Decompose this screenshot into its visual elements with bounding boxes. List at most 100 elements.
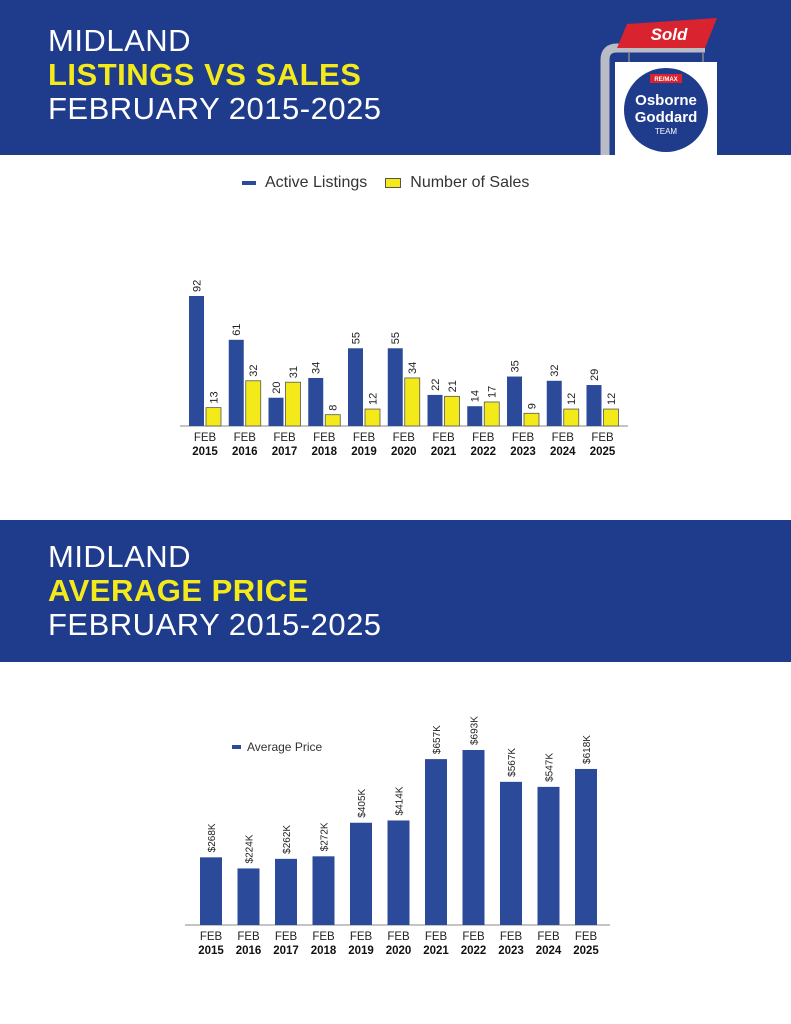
legend-label-active: Active Listings — [265, 174, 368, 191]
bar-number-of-sales — [563, 408, 580, 427]
x-tick-month: FEB — [313, 432, 336, 444]
x-tick-month: FEB — [273, 432, 296, 444]
x-tick-year: 2019 — [348, 945, 374, 957]
bar-number-of-sales — [483, 401, 500, 427]
x-tick-month: FEB — [425, 931, 448, 943]
x-tick-year: 2018 — [311, 446, 337, 458]
bar-average-price — [462, 750, 485, 925]
x-tick-year: 2018 — [311, 945, 337, 957]
header-chart-title-2: AVERAGE PRICE — [48, 573, 309, 608]
x-tick-month: FEB — [275, 931, 298, 943]
data-label-price: $268K — [207, 823, 218, 852]
x-tick-year: 2020 — [391, 446, 417, 458]
bar-average-price — [312, 856, 335, 925]
data-label-active: 34 — [311, 362, 323, 374]
x-tick-month: FEB — [234, 432, 257, 444]
x-tick-month: FEB — [350, 931, 373, 943]
bar-number-of-sales — [523, 412, 540, 427]
x-tick-year: 2020 — [386, 945, 412, 957]
logo-badge — [624, 68, 708, 152]
data-label-sales: 12 — [368, 393, 380, 405]
bar-average-price — [575, 768, 597, 925]
data-label-sales: 8 — [328, 405, 340, 411]
x-tick-month: FEB — [575, 931, 598, 943]
data-label-active: 61 — [231, 324, 243, 336]
legend-label-price: Average Price — [247, 740, 323, 754]
header-location-2: MIDLAND — [48, 539, 192, 574]
team-logo: Sold RE/MAX Osborne Goddard TEAM — [600, 18, 717, 155]
sold-text: Sold — [651, 25, 688, 44]
x-tick-year: 2022 — [461, 945, 487, 957]
bar-active-listings — [189, 296, 204, 426]
bar-number-of-sales — [245, 380, 262, 427]
data-label-sales: 12 — [606, 393, 618, 405]
x-tick-year: 2017 — [272, 446, 298, 458]
header-period-2: FEBRUARY 2015-2025 — [48, 607, 382, 642]
listings-vs-sales-chart: 92 13 FEB 2015 61 32 FEB 2016 20 31 FEB 2017 34 8 FEB 2… — [180, 280, 628, 458]
data-label-active: 22 — [430, 379, 442, 391]
logo-name-2: Goddard — [635, 109, 698, 126]
data-label-price: $224K — [245, 834, 256, 863]
bar-active-listings — [228, 339, 244, 426]
x-tick-month: FEB — [472, 432, 495, 444]
data-label-active: 32 — [549, 365, 561, 377]
legend-swatch-sales — [385, 178, 402, 188]
data-label-price: $414K — [395, 786, 406, 815]
data-label-sales: 31 — [288, 366, 300, 378]
x-tick-year: 2015 — [192, 446, 218, 458]
data-label-price: $618K — [582, 735, 593, 764]
x-tick-month: FEB — [462, 931, 485, 943]
header-location: MIDLAND — [48, 23, 192, 58]
data-label-sales: 32 — [248, 365, 260, 377]
bar-active-listings — [308, 377, 324, 426]
bar-active-listings — [546, 380, 562, 426]
x-tick-month: FEB — [237, 931, 260, 943]
legend-swatch-active — [242, 181, 256, 185]
x-tick-month: FEB — [194, 432, 217, 444]
bar-active-listings — [268, 397, 284, 426]
data-label-price: $657K — [432, 725, 443, 754]
data-label-sales: 12 — [566, 393, 578, 405]
bar-number-of-sales — [444, 395, 460, 427]
x-tick-month: FEB — [591, 432, 614, 444]
x-tick-year: 2016 — [236, 945, 262, 957]
bar-average-price — [350, 822, 372, 925]
x-tick-year: 2017 — [273, 945, 299, 957]
brand-text: RE/MAX — [654, 77, 677, 83]
x-tick-year: 2015 — [198, 945, 224, 957]
x-tick-year: 2025 — [590, 446, 616, 458]
data-label-price: $405K — [357, 788, 368, 817]
bar-number-of-sales — [285, 381, 301, 427]
x-tick-year: 2019 — [351, 446, 377, 458]
header-banner-price: MIDLAND AVERAGE PRICE FEBRUARY 2015-2025 — [0, 520, 791, 662]
bar-active-listings — [586, 385, 602, 426]
x-tick-month: FEB — [432, 432, 455, 444]
data-label-price: $693K — [470, 716, 481, 745]
header-chart-title: LISTINGS VS SALES — [48, 57, 362, 92]
data-label-active: 55 — [390, 332, 402, 344]
x-tick-year: 2023 — [510, 446, 536, 458]
x-tick-month: FEB — [312, 931, 335, 943]
bar-average-price — [500, 781, 522, 925]
logo-name-3: TEAM — [655, 127, 678, 136]
x-tick-year: 2021 — [423, 945, 449, 957]
data-label-active: 20 — [271, 381, 283, 393]
bar-average-price — [537, 786, 560, 925]
bar-active-listings — [348, 348, 363, 426]
data-label-sales: 13 — [209, 391, 221, 403]
x-tick-month: FEB — [512, 432, 535, 444]
x-tick-year: 2025 — [573, 945, 599, 957]
bar-active-listings — [507, 376, 522, 426]
bar-average-price — [387, 820, 410, 925]
chart1-legend: Active Listings Number of Sales — [242, 174, 529, 192]
x-tick-year: 2016 — [232, 446, 258, 458]
x-tick-year: 2024 — [536, 945, 562, 957]
bar-number-of-sales — [205, 407, 222, 427]
data-label-sales: 21 — [447, 380, 459, 392]
bar-number-of-sales — [324, 414, 341, 427]
x-tick-year: 2021 — [431, 446, 457, 458]
legend-swatch-price — [232, 745, 241, 749]
bar-average-price — [200, 857, 222, 925]
x-tick-month: FEB — [393, 432, 416, 444]
bar-average-price — [237, 868, 260, 925]
